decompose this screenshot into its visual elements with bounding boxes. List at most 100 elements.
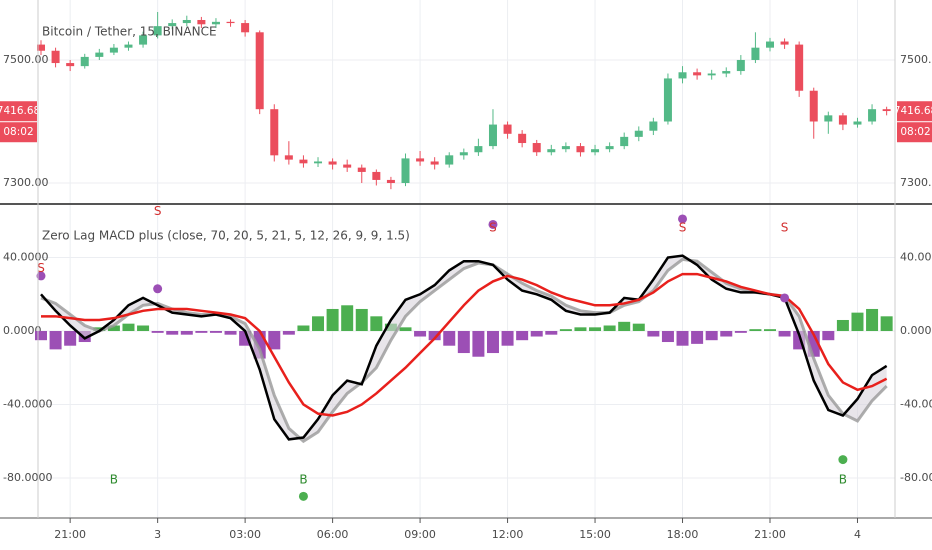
histogram-bar <box>530 331 543 337</box>
x-tick-label: 21:00 <box>754 528 786 541</box>
candle-body <box>314 161 323 164</box>
histogram-bar <box>676 331 689 346</box>
histogram-bar <box>559 329 572 332</box>
histogram-bar <box>166 331 179 335</box>
histogram-bar <box>618 321 631 332</box>
histogram-bar <box>734 331 747 333</box>
candle-body <box>809 90 818 122</box>
candle-body <box>547 149 556 153</box>
signal-label: B <box>110 472 118 486</box>
candle-body <box>66 63 75 67</box>
histogram-bar <box>297 325 310 332</box>
histogram-bar <box>647 331 660 337</box>
histogram-bar <box>151 331 164 333</box>
histogram-bar <box>180 331 193 335</box>
histogram-bar <box>414 331 427 337</box>
countdown: 08:02 <box>3 126 33 138</box>
signal-label: S <box>154 204 162 218</box>
histogram-bar <box>122 323 135 332</box>
y-tick-label-left: 7300.00 <box>3 176 49 189</box>
candle-body <box>882 109 891 112</box>
histogram-bar <box>49 331 62 350</box>
signal-label: S <box>679 221 687 235</box>
macd-line <box>40 257 888 444</box>
signal-dot <box>488 219 498 229</box>
signal-label: B <box>839 472 847 486</box>
x-tick-label: 3 <box>154 528 161 541</box>
candle-body <box>532 143 541 153</box>
signal-label: S <box>37 261 45 275</box>
histogram-bar <box>851 312 864 332</box>
histogram-bar <box>326 308 339 332</box>
candle-body <box>459 152 468 156</box>
candle-body <box>445 155 454 165</box>
candle-body <box>416 158 425 162</box>
histogram-bar <box>268 331 281 350</box>
histogram-bar <box>93 327 106 332</box>
pane-title: Zero Lag MACD plus (close, 70, 20, 5, 21… <box>42 229 410 243</box>
histogram-bar <box>370 316 383 332</box>
candle-body <box>153 26 162 36</box>
candle-body <box>372 171 381 180</box>
candle-body <box>430 161 439 165</box>
candle-body <box>255 32 264 110</box>
candle-body <box>663 78 672 122</box>
candle-body <box>37 44 45 51</box>
candle-body <box>197 19 206 25</box>
y-tick-label: 7300.00 <box>900 176 932 189</box>
candle-body <box>649 121 658 131</box>
y-tick-label-left: -40.0000 <box>3 397 52 410</box>
signal-dot <box>153 284 163 294</box>
signal-label: S <box>781 221 789 235</box>
countdown-box <box>0 122 37 143</box>
last-price: 7416.68 <box>894 105 932 117</box>
last-price: 7416.68 <box>0 105 40 117</box>
histogram-bar <box>632 323 645 332</box>
x-tick-label: 18:00 <box>667 528 699 541</box>
signal-dot <box>298 491 308 501</box>
candle-body <box>299 159 308 164</box>
candle-body <box>824 115 833 122</box>
histogram-bar <box>822 331 835 341</box>
candle-body <box>620 136 629 147</box>
histogram-bar <box>545 331 558 335</box>
y-tick-label-left: 7500.00 <box>3 53 49 66</box>
candle-body <box>751 47 760 60</box>
histogram-bar <box>749 329 762 332</box>
histogram-bar <box>705 331 718 341</box>
candle-body <box>678 72 687 79</box>
y-tick-label-left: 0.0000 <box>3 324 42 337</box>
y-tick-label: 7500.00 <box>900 53 932 66</box>
histogram-bar <box>836 319 849 332</box>
candle-body <box>139 35 148 45</box>
signal-label: S <box>489 221 497 235</box>
signal-dot <box>36 271 46 281</box>
candle-body <box>838 115 847 125</box>
histogram-bar <box>399 327 412 332</box>
y-tick-label: 40.0000 <box>900 251 932 264</box>
histogram-bar <box>472 331 485 357</box>
histogram-bar <box>589 327 602 332</box>
candle-body <box>868 109 877 122</box>
histogram-bar <box>224 331 237 335</box>
x-tick-label: 03:00 <box>229 528 261 541</box>
histogram-bar <box>107 325 120 332</box>
histogram-bar <box>720 331 733 337</box>
candle-body <box>211 21 220 25</box>
histogram-bar <box>778 331 791 337</box>
candle-body <box>343 164 352 168</box>
histogram-bar <box>574 327 587 332</box>
candle-body <box>168 23 177 27</box>
candle-body <box>576 146 585 153</box>
pane-title: Bitcoin / Tether, 15, BINANCE <box>42 25 217 39</box>
price-label-box <box>897 101 932 122</box>
candle-body <box>503 124 512 134</box>
histogram-bar <box>355 308 368 332</box>
candle-body <box>853 121 862 125</box>
histogram-bar <box>195 331 208 333</box>
signal-label: B <box>299 472 307 486</box>
candle-body <box>51 50 60 64</box>
candle-body <box>795 44 804 91</box>
